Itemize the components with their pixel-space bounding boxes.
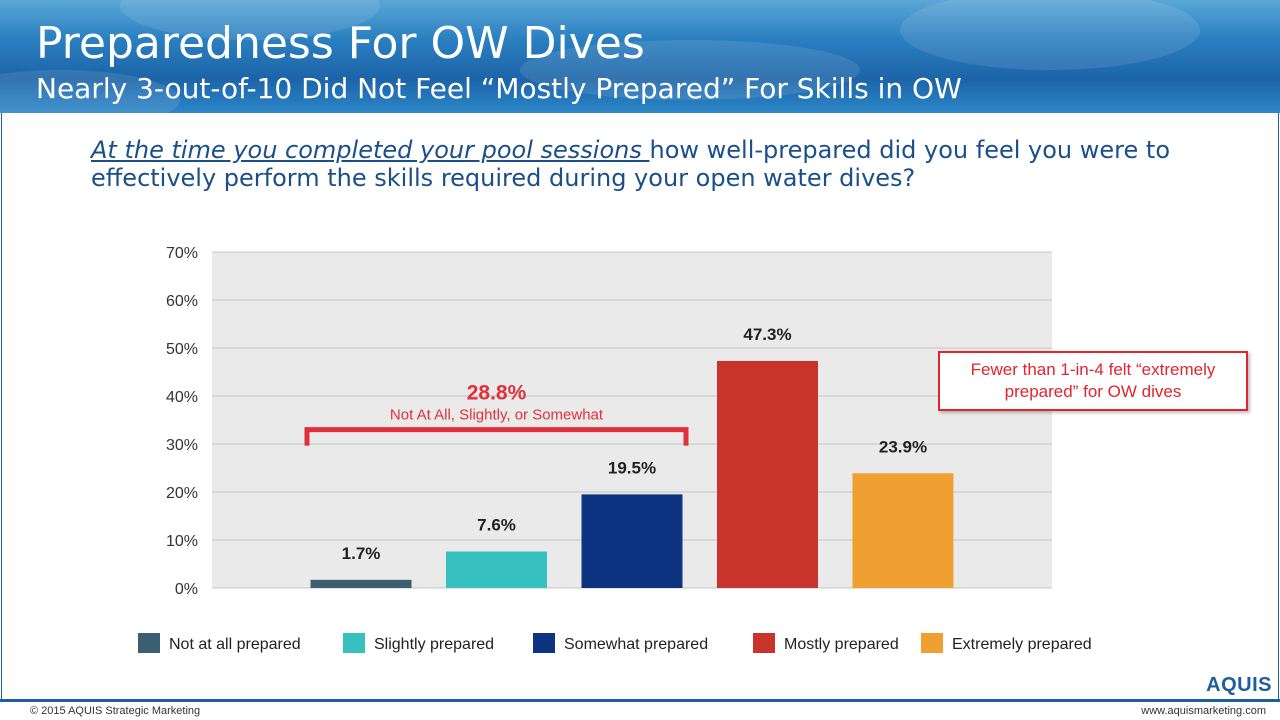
legend-label: Mostly prepared <box>784 636 899 653</box>
bar-slightly-prepared <box>446 551 548 588</box>
bracket-value: 28.8% <box>467 382 527 405</box>
bars <box>310 360 954 588</box>
bar-value-label: 47.3% <box>743 325 791 344</box>
legend-label: Somewhat prepared <box>564 636 708 653</box>
website-text: www.aquismarketing.com <box>1141 705 1266 717</box>
header-banner: Preparedness For OW Dives Nearly 3-out-o… <box>0 0 1280 113</box>
footer-rule <box>0 699 1280 702</box>
legend: Not at all prepared Slightly prepared Some… <box>138 633 1092 653</box>
bracket-annotation: 28.8% Not At All, Slightly, or Somewhat <box>304 382 689 446</box>
legend-swatch <box>753 633 775 653</box>
legend-swatch <box>533 633 555 653</box>
bar-value-label: 23.9% <box>879 437 927 456</box>
page-title: Preparedness For OW Dives <box>36 18 645 69</box>
bar-value-label: 7.6% <box>477 516 516 535</box>
y-axis-ticks: 0% 10% 20% 30% 40% 50% 60% 70% <box>166 245 198 598</box>
page-subtitle: Nearly 3-out-of-10 Did Not Feel “Mostly … <box>36 72 962 105</box>
bar-chart: 0% 10% 20% 30% 40% 50% 60% 70% 1.7% 7.6% 19.5% 47.… <box>138 245 1092 653</box>
bar-value-label: 19.5% <box>608 458 656 477</box>
bracket-line <box>304 427 689 446</box>
bar-extremely-prepared <box>852 473 954 588</box>
bar-somewhat-prepared <box>581 494 683 588</box>
y-tick-label: 0% <box>175 581 198 598</box>
y-tick-label: 10% <box>166 533 198 550</box>
y-tick-label: 50% <box>166 341 198 358</box>
survey-question: At the time you completed your pool sess… <box>91 136 1231 192</box>
y-tick-label: 40% <box>166 389 198 406</box>
legend-swatch <box>138 633 160 653</box>
y-tick-label: 60% <box>166 293 198 310</box>
legend-swatch <box>343 633 365 653</box>
legend-label: Not at all prepared <box>169 636 301 653</box>
legend-label: Extremely prepared <box>952 636 1092 653</box>
y-tick-label: 30% <box>166 437 198 454</box>
question-emphasis: At the time you completed your pool sess… <box>91 136 650 164</box>
bracket-text: Not At All, Slightly, or Somewhat <box>390 407 604 424</box>
legend-swatch <box>921 633 943 653</box>
legend-label: Slightly prepared <box>374 636 494 653</box>
question-rest: how well-prepared did you feel you were … <box>91 136 1170 192</box>
callout-text: Fewer than 1-in-4 felt “extremely prepar… <box>970 360 1216 401</box>
bar-mostly-prepared <box>716 360 818 588</box>
y-tick-label: 70% <box>166 245 198 262</box>
copyright-text: © 2015 AQUIS Strategic Marketing <box>30 705 201 717</box>
y-tick-label: 20% <box>166 485 198 502</box>
bar-not-at-all-prepared <box>310 579 412 588</box>
aquis-logo: AQUIS <box>1206 674 1272 696</box>
bar-value-label: 1.7% <box>342 544 381 563</box>
data-labels: 1.7% 7.6% 19.5% 47.3% 23.9% <box>342 325 927 563</box>
callout-box: Fewer than 1-in-4 felt “extremely prepar… <box>938 351 1248 411</box>
